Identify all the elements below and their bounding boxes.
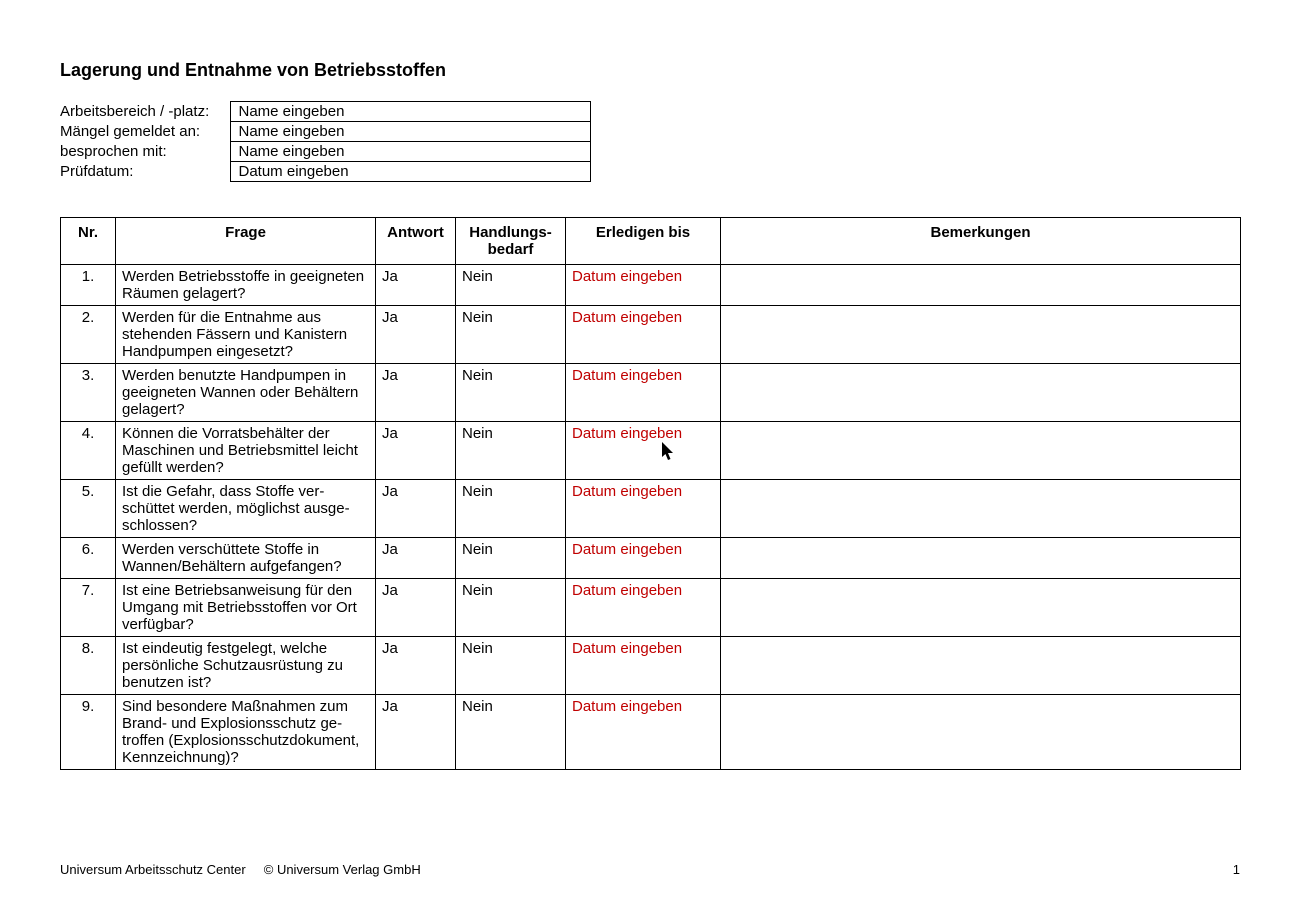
cell-nr: 8.: [61, 637, 116, 695]
cell-antwort[interactable]: Ja: [376, 265, 456, 306]
meta-label: Prüfdatum:: [60, 162, 230, 182]
cell-nr: 1.: [61, 265, 116, 306]
meta-table: Arbeitsbereich / -platz:Name eingebenMän…: [60, 101, 591, 182]
header-handlung: Handlungs- bedarf: [456, 218, 566, 265]
cell-handlungsbedarf[interactable]: Nein: [456, 265, 566, 306]
page-number: 1: [1233, 862, 1240, 877]
cell-antwort[interactable]: Ja: [376, 637, 456, 695]
page-footer: Universum Arbeitsschutz Center © Univers…: [60, 862, 1240, 877]
meta-input[interactable]: Datum eingeben: [230, 162, 590, 182]
cell-antwort[interactable]: Ja: [376, 579, 456, 637]
cell-nr: 2.: [61, 306, 116, 364]
table-row: 3.Werden benutzte Handpumpen in geeignet…: [61, 364, 1241, 422]
cell-handlungsbedarf[interactable]: Nein: [456, 637, 566, 695]
cell-antwort[interactable]: Ja: [376, 306, 456, 364]
table-row: 9.Sind besondere Maßnahmen zum Brand- un…: [61, 695, 1241, 770]
cell-erledigen-bis[interactable]: Datum eingeben: [566, 480, 721, 538]
meta-label: Arbeitsbereich / -platz:: [60, 102, 230, 122]
header-frage: Frage: [116, 218, 376, 265]
table-row: 5.Ist die Gefahr, dass Stoffe ver­schütt…: [61, 480, 1241, 538]
meta-row: Arbeitsbereich / -platz:Name eingeben: [60, 102, 590, 122]
cell-bemerkungen[interactable]: [721, 538, 1241, 579]
cell-frage: Werden Betriebsstoffe in geeigne­ten Räu…: [116, 265, 376, 306]
cell-erledigen-bis[interactable]: Datum eingeben: [566, 637, 721, 695]
table-row: 8.Ist eindeutig festgelegt, welche persö…: [61, 637, 1241, 695]
cell-erledigen-bis[interactable]: Datum eingeben: [566, 422, 721, 480]
cell-nr: 5.: [61, 480, 116, 538]
cell-handlungsbedarf[interactable]: Nein: [456, 306, 566, 364]
header-handlung-line1: Handlungs-: [469, 224, 552, 241]
cell-erledigen-bis[interactable]: Datum eingeben: [566, 538, 721, 579]
cell-antwort[interactable]: Ja: [376, 364, 456, 422]
cell-antwort[interactable]: Ja: [376, 422, 456, 480]
cell-frage: Ist die Gefahr, dass Stoffe ver­schüttet…: [116, 480, 376, 538]
meta-row: Prüfdatum:Datum eingeben: [60, 162, 590, 182]
table-row: 6.Werden verschüttete Stoffe in Wannen/B…: [61, 538, 1241, 579]
table-row: 2.Werden für die Entnahme aus stehenden …: [61, 306, 1241, 364]
cell-handlungsbedarf[interactable]: Nein: [456, 579, 566, 637]
table-row: 7.Ist eine Betriebsanweisung für den Umg…: [61, 579, 1241, 637]
cell-erledigen-bis[interactable]: Datum eingeben: [566, 265, 721, 306]
cell-bemerkungen[interactable]: [721, 695, 1241, 770]
cell-nr: 9.: [61, 695, 116, 770]
header-nr: Nr.: [61, 218, 116, 265]
meta-input[interactable]: Name eingeben: [230, 142, 590, 162]
cell-antwort[interactable]: Ja: [376, 538, 456, 579]
table-row: 1.Werden Betriebsstoffe in geeigne­ten R…: [61, 265, 1241, 306]
cell-handlungsbedarf[interactable]: Nein: [456, 538, 566, 579]
table-header-row: Nr. Frage Antwort Handlungs- bedarf Erle…: [61, 218, 1241, 265]
document-title: Lagerung und Entnahme von Betriebsstoffe…: [60, 60, 1240, 81]
meta-row: Mängel gemeldet an:Name eingeben: [60, 122, 590, 142]
cell-frage: Sind besondere Maßnahmen zum Brand- und …: [116, 695, 376, 770]
footer-source: Universum Arbeitsschutz Center: [60, 862, 246, 877]
cell-nr: 3.: [61, 364, 116, 422]
cell-bemerkungen[interactable]: [721, 265, 1241, 306]
cell-frage: Können die Vorratsbehälter der Maschinen…: [116, 422, 376, 480]
cell-bemerkungen[interactable]: [721, 422, 1241, 480]
header-handlung-line2: bedarf: [488, 241, 534, 258]
cell-erledigen-bis[interactable]: Datum eingeben: [566, 579, 721, 637]
header-bemerkungen: Bemerkungen: [721, 218, 1241, 265]
cell-nr: 6.: [61, 538, 116, 579]
cell-frage: Werden für die Entnahme aus stehenden Fä…: [116, 306, 376, 364]
cell-erledigen-bis[interactable]: Datum eingeben: [566, 364, 721, 422]
cell-handlungsbedarf[interactable]: Nein: [456, 364, 566, 422]
cell-nr: 7.: [61, 579, 116, 637]
meta-row: besprochen mit:Name eingeben: [60, 142, 590, 162]
cell-bemerkungen[interactable]: [721, 306, 1241, 364]
footer-copyright: © Universum Verlag GmbH: [264, 862, 421, 877]
cell-handlungsbedarf[interactable]: Nein: [456, 422, 566, 480]
meta-input[interactable]: Name eingeben: [230, 122, 590, 142]
cell-nr: 4.: [61, 422, 116, 480]
meta-label: besprochen mit:: [60, 142, 230, 162]
meta-input[interactable]: Name eingeben: [230, 102, 590, 122]
cell-handlungsbedarf[interactable]: Nein: [456, 695, 566, 770]
cell-frage: Werden verschüttete Stoffe in Wannen/Beh…: [116, 538, 376, 579]
cell-bemerkungen[interactable]: [721, 637, 1241, 695]
table-row: 4.Können die Vorratsbehälter der Maschin…: [61, 422, 1241, 480]
meta-label: Mängel gemeldet an:: [60, 122, 230, 142]
cell-bemerkungen[interactable]: [721, 364, 1241, 422]
cell-frage: Ist eindeutig festgelegt, welche persönl…: [116, 637, 376, 695]
cell-bemerkungen[interactable]: [721, 480, 1241, 538]
cell-antwort[interactable]: Ja: [376, 480, 456, 538]
checklist-table: Nr. Frage Antwort Handlungs- bedarf Erle…: [60, 217, 1241, 770]
cell-handlungsbedarf[interactable]: Nein: [456, 480, 566, 538]
cell-antwort[interactable]: Ja: [376, 695, 456, 770]
cell-bemerkungen[interactable]: [721, 579, 1241, 637]
cell-erledigen-bis[interactable]: Datum eingeben: [566, 695, 721, 770]
cell-erledigen-bis[interactable]: Datum eingeben: [566, 306, 721, 364]
cell-frage: Werden benutzte Handpumpen in geeigneten…: [116, 364, 376, 422]
header-erledigen: Erledigen bis: [566, 218, 721, 265]
cell-frage: Ist eine Betriebsanweisung für den Umgan…: [116, 579, 376, 637]
header-antwort: Antwort: [376, 218, 456, 265]
